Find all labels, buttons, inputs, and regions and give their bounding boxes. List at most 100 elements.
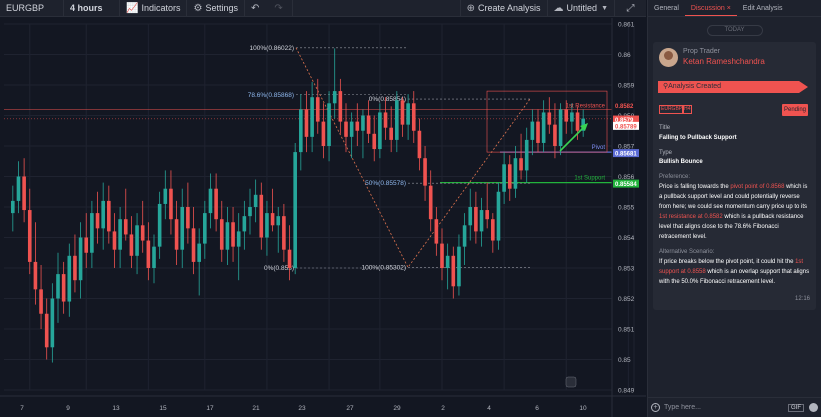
candle-body xyxy=(389,127,393,140)
candle-body xyxy=(73,255,77,281)
candle-body xyxy=(428,185,433,220)
candle-body xyxy=(575,112,580,131)
time-tick-label: 27 xyxy=(346,405,354,412)
price-tick-label: 0.861 xyxy=(618,22,635,29)
pivot-price-tag: 0.85681 xyxy=(615,152,637,158)
candle-body xyxy=(344,121,348,137)
candle-body xyxy=(474,207,478,232)
candle-body xyxy=(174,219,179,250)
candle-body xyxy=(355,121,360,131)
analysis-title: Falling to Pullback Support xyxy=(659,135,737,141)
candle-body xyxy=(361,115,365,131)
candle-body xyxy=(440,243,444,268)
layout-selector[interactable]: ☁ Untitled ▼ xyxy=(546,0,614,17)
preference-text-1: Price is falling towards the xyxy=(659,184,731,190)
time-tick-label: 17 xyxy=(206,405,214,412)
author-name[interactable]: Ketan Rameshchandra xyxy=(683,57,765,66)
settings-label: Settings xyxy=(205,3,238,13)
fib-label-100-top: 100%(0.86022) xyxy=(250,45,294,52)
tab-edit-analysis[interactable]: Edit Analysis xyxy=(742,5,783,12)
price-tick-label: 0.859 xyxy=(618,83,635,90)
support-highlight: 1st support at 0.8558 xyxy=(659,259,804,275)
preference-text-3: which is a pullback resistance level tha… xyxy=(659,214,804,240)
candle-body xyxy=(112,231,117,250)
chart-canvas[interactable]: 100%(0.86022) 78.6%(0.85868) 0%(0.85854) 50… xyxy=(0,18,646,417)
time-tick-label: 9 xyxy=(66,405,70,412)
candle-body xyxy=(186,207,190,229)
candle-body xyxy=(282,216,286,250)
redo-icon: ↷ xyxy=(274,2,283,14)
candle-body xyxy=(169,188,173,220)
pivot-price-tag-bg xyxy=(613,149,639,158)
candle-body xyxy=(541,112,546,143)
candle-body xyxy=(457,246,461,287)
candle-body xyxy=(203,213,207,244)
candle-body xyxy=(327,103,331,146)
chart-toolbar: EURGBP 4 hours 📈 Indicators ⚙ Settings ↶… xyxy=(0,0,646,17)
time-tick-label: 21 xyxy=(252,405,260,412)
message-input[interactable] xyxy=(664,404,780,411)
fib-label-0-bottom: 0%(0.853) xyxy=(264,265,294,272)
support-label: 1st Support xyxy=(574,176,605,182)
add-attachment-icon[interactable]: + xyxy=(651,403,660,412)
gif-button[interactable]: GIF xyxy=(788,403,804,412)
candle-body xyxy=(485,210,489,220)
tab-discussion[interactable]: Discussion × xyxy=(684,0,737,16)
candle-body xyxy=(67,255,72,302)
time-tick-label: 13 xyxy=(112,405,120,412)
price-tick-label: 0.852 xyxy=(618,296,635,303)
symbol-search[interactable]: EURGBP xyxy=(0,0,64,17)
candle-body xyxy=(123,219,128,235)
candle-body xyxy=(39,289,43,314)
candle-body xyxy=(225,222,230,250)
symbol-label: EURGBP xyxy=(6,3,45,13)
candle-body xyxy=(265,213,269,238)
timeframe-chip: H4 xyxy=(682,105,693,114)
time-tick-label: 4 xyxy=(487,405,491,412)
interval-label: 4 hours xyxy=(70,3,103,13)
resistance-price-tag-2-bg xyxy=(613,115,639,124)
indicators-button[interactable]: 📈 Indicators xyxy=(120,0,188,17)
undo-button[interactable]: ↶ xyxy=(245,0,268,17)
toolbar-right: ⊕ Create Analysis ☁ Untitled ▼ ⤢ xyxy=(459,0,646,17)
candle-body xyxy=(434,219,439,244)
time-tick-label: 7 xyxy=(20,405,24,412)
candle-body xyxy=(581,118,585,131)
candle-body xyxy=(27,210,32,262)
create-analysis-button[interactable]: ⊕ Create Analysis xyxy=(459,0,547,17)
candle-body xyxy=(208,188,213,214)
pin-icon: ⚲ xyxy=(663,83,669,90)
price-tick-label: 0.855 xyxy=(618,205,635,212)
candle-body xyxy=(56,274,60,299)
price-tick-label: 0.85 xyxy=(618,357,631,364)
candle-body xyxy=(11,200,15,214)
gear-icon: ⚙ xyxy=(193,2,203,14)
time-tick-label: 10 xyxy=(579,405,587,412)
settings-button[interactable]: ⚙ Settings xyxy=(187,0,245,17)
fib-label-0-top: 0%(0.85854) xyxy=(369,96,406,103)
price-tick-label: 0.854 xyxy=(618,235,635,242)
emoji-icon[interactable] xyxy=(809,403,818,412)
candle-body xyxy=(502,164,506,192)
candle-body xyxy=(276,216,281,226)
preference-text-2: which is a pullback support level and co… xyxy=(659,184,808,210)
resistance-label: 1st Resistance xyxy=(566,103,606,109)
support-price-tag-bg xyxy=(613,179,639,188)
candle-body xyxy=(564,109,569,122)
candle-body xyxy=(231,222,235,247)
candle-body xyxy=(451,255,456,287)
redo-button[interactable]: ↷ xyxy=(268,0,293,17)
candle-body xyxy=(191,228,196,262)
candle-body xyxy=(310,97,314,137)
candle-body xyxy=(180,207,185,250)
interval-selector[interactable]: 4 hours xyxy=(64,0,120,17)
fibonacci-retracement[interactable]: 100%(0.86022) 78.6%(0.85868) 0%(0.85854) 50… xyxy=(248,45,531,272)
avatar[interactable] xyxy=(659,48,678,67)
tab-general[interactable]: General xyxy=(654,5,679,12)
fullscreen-button[interactable]: ⤢ xyxy=(614,0,646,17)
candle-body xyxy=(293,152,297,268)
price-tick-label: 0.851 xyxy=(618,327,635,334)
price-chart[interactable]: 100%(0.86022) 78.6%(0.85868) 0%(0.85854) 50… xyxy=(0,18,646,417)
chart-annotations[interactable]: 1st Resistance Pivot 1st Support xyxy=(559,103,606,388)
message-composer: + GIF xyxy=(648,397,821,417)
